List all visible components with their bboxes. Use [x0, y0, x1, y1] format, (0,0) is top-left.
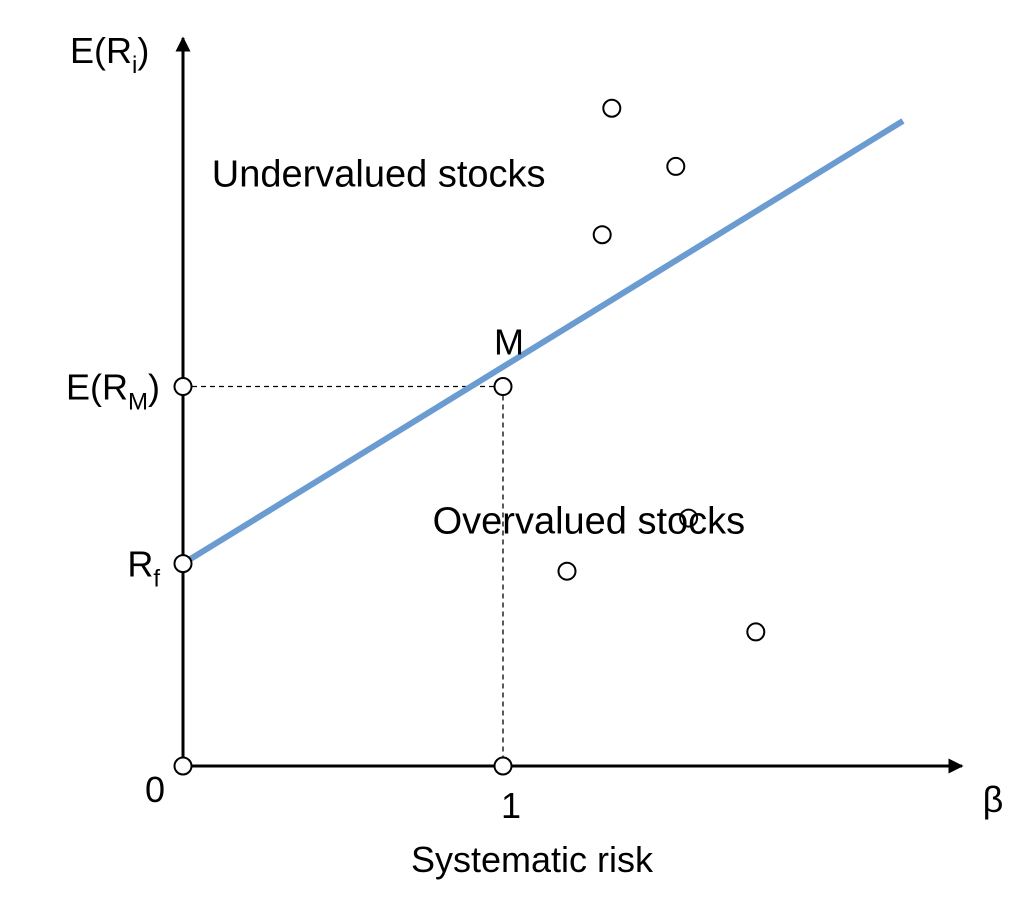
- point-axis-marker-3: [173, 377, 193, 397]
- x-axis-title: Systematic risk: [411, 839, 654, 880]
- point-overvalued-9: [679, 508, 699, 528]
- security-market-line: [181, 118, 905, 567]
- x-tick-1: 1: [501, 785, 521, 826]
- point-axis-marker-4: [173, 554, 193, 574]
- y-tick-rf: Rf: [127, 544, 160, 593]
- point-market-5: [493, 377, 513, 397]
- point-overvalued-10: [557, 561, 577, 581]
- market-point-label: M: [494, 322, 524, 363]
- y-tick-erm: E(RM): [66, 367, 160, 416]
- x-axis-symbol: β: [983, 779, 1004, 820]
- point-undervalued-8: [592, 225, 612, 245]
- y-axis-title: E(Ri): [70, 30, 149, 79]
- point-origin-1: [173, 756, 193, 776]
- point-undervalued-6: [602, 98, 622, 118]
- point-axis-marker-2: [493, 756, 513, 776]
- point-undervalued-7: [666, 156, 686, 176]
- undervalued-label: Undervalued stocks: [212, 154, 546, 196]
- x-tick-0: 0: [145, 769, 165, 810]
- point-overvalued-11: [746, 622, 766, 642]
- overvalued-label: Overvalued stocks: [433, 500, 746, 542]
